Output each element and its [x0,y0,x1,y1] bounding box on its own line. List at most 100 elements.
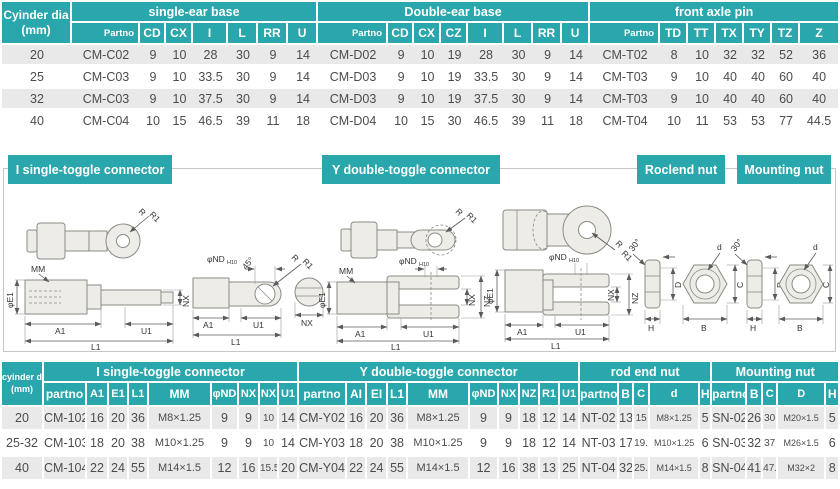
i-connector-drawing: R R1 MM φE1 A1 U1 L1 NX 45° φND H10 R R1 [5,206,324,352]
i-connector-top-view: R R1 [26,206,163,260]
cell: 14 [560,407,581,432]
cell: 10 [688,89,717,111]
cell: 10 [388,111,415,133]
top-spec-table-wrap: Cyinder dia (mm) single-ear base Double-e… [2,2,839,133]
table-row: 20 CM-102 16 20 36 M8×1.25 9 9 10 14 CM-Y02 16 20 36 M… [2,407,839,432]
table-row: 40 CM-104 22 24 55 M14×1.5 12 16 15.5 20 CM-Y04 22 2… [2,457,839,482]
cylinder-dia-header: cyinder dia(mm) [2,362,44,407]
group-header-row: cyinder dia(mm) I single-toggle connecto… [2,362,839,407]
cell: 30 [504,89,534,111]
cell: 10 [414,89,442,111]
dim-label-r: R [454,206,465,217]
col-header: Partno [590,23,661,45]
cell: 24 [109,457,129,482]
cell: 9 [388,89,415,111]
cylinder-dia-line2: (mm) [11,383,33,394]
dim-label-nx: NX [181,295,191,307]
col-header: NX [499,383,521,407]
cell: 40 [2,111,72,133]
dim-label-nz: NZ [630,293,640,304]
bottom-spec-table: cyinder dia(mm) I single-toggle connecto… [2,362,839,482]
cell: 30 [763,407,779,432]
dim-label-u1: U1 [575,327,586,337]
dim-label-nd: φND [207,254,225,264]
cell: 8 [700,457,713,482]
y-connector-rotated-view: R R1 φND H10 φE1 A1 U1 L1 NX NZ [485,205,640,351]
col-header: A1 [87,383,109,407]
dim-label-nz: NZ [482,296,492,307]
col-header: H [826,383,839,407]
col-header: RR [258,23,288,45]
cell: 37 [763,432,779,457]
dim-label-l1: L1 [91,342,101,352]
col-header: U [562,23,591,45]
cell: 14 [279,407,300,432]
cylinder-dia-line1: cyinder dia [2,372,43,383]
table-row: 40 CM-C04 10 15 46.5 39 11 18 CM-D04 10 15 30 46.5 39… [2,111,839,133]
dim-label-e1: φE1 [485,288,495,304]
cell: 22 [347,457,368,482]
cell: SN-02 [712,407,748,432]
dim-label-b: B [797,323,803,333]
cell: 15 [634,407,651,432]
cell: 9 [239,432,260,457]
cell: 53 [744,111,773,133]
cell: CM-Y03 [299,432,348,457]
cell: M14×1.5 [149,457,212,482]
technical-drawings: R R1 MM φE1 A1 U1 L1 NX 45° φND H10 R R1 [5,205,833,352]
cell: M10×1.25 [149,432,212,457]
cell: CM-T03 [590,67,661,89]
dim-label-nd: φND [549,252,567,262]
dim-label-nx: NX [467,294,477,306]
col-header: NX [239,383,260,407]
cell: 9 [499,432,521,457]
column-header-row: partno A1 E1 L1 MM φND NX NX U1 partno AI EI L1 MM φN… [2,383,839,407]
dim-label-a1: A1 [203,320,214,330]
top-spec-table: Cyinder dia (mm) single-ear base Double-e… [2,2,839,133]
cell: 9 [258,45,288,67]
cell: 11 [688,111,717,133]
cell: 20 [367,432,389,457]
dim-label-u1: U1 [423,329,434,339]
cell: 15 [414,111,442,133]
cell: 18 [347,432,368,457]
cell: 44.5 [800,111,839,133]
col-header: C [763,383,779,407]
col-header: EI [367,383,389,407]
cell: 39 [504,111,534,133]
cylinder-dia-header: Cyinder dia (mm) [2,2,72,45]
cell: 9 [212,407,239,432]
cell: 9 [499,407,521,432]
cell: 8 [826,457,839,482]
dim-label-c: C [735,282,745,288]
table-row: 32 CM-C03 9 10 37.5 30 9 14 CM-D03 9 10 19 37.5 30 9 14… [2,89,839,111]
cell: 14 [288,45,319,67]
cell: 25-32 [2,432,44,457]
col-header: partno [299,383,348,407]
col-header: NX [260,383,279,407]
cell: 5 [700,407,713,432]
col-header: CD [140,23,166,45]
cell: 9 [470,407,500,432]
cylinder-dia-line2: (mm) [21,22,51,37]
col-header: CX [166,23,193,45]
section-header-rod-end-nut: Roclend nut [637,155,725,184]
y-connector-side-view: φND H10 MM φE1 A1 U1 L1 NX NZ [317,256,492,352]
cell: 20 [367,407,389,432]
col-header: RR [533,23,563,45]
cell: 24 [367,457,389,482]
dim-label-r: R [614,238,625,249]
group-mounting-nut: Mounting nut [712,362,839,383]
cell: 30 [228,45,258,67]
cell: 40 [744,67,773,89]
cell: 14 [562,89,591,111]
cell: 18 [288,111,319,133]
cell: 15 [166,111,193,133]
cell: 46.5 [193,111,228,133]
cell: 9 [388,67,415,89]
cell: 41 [747,457,764,482]
cell: 40 [800,89,839,111]
col-header: partno [580,383,620,407]
cell: M20×1.5 [778,407,827,432]
dim-label-r1: R1 [148,209,163,224]
